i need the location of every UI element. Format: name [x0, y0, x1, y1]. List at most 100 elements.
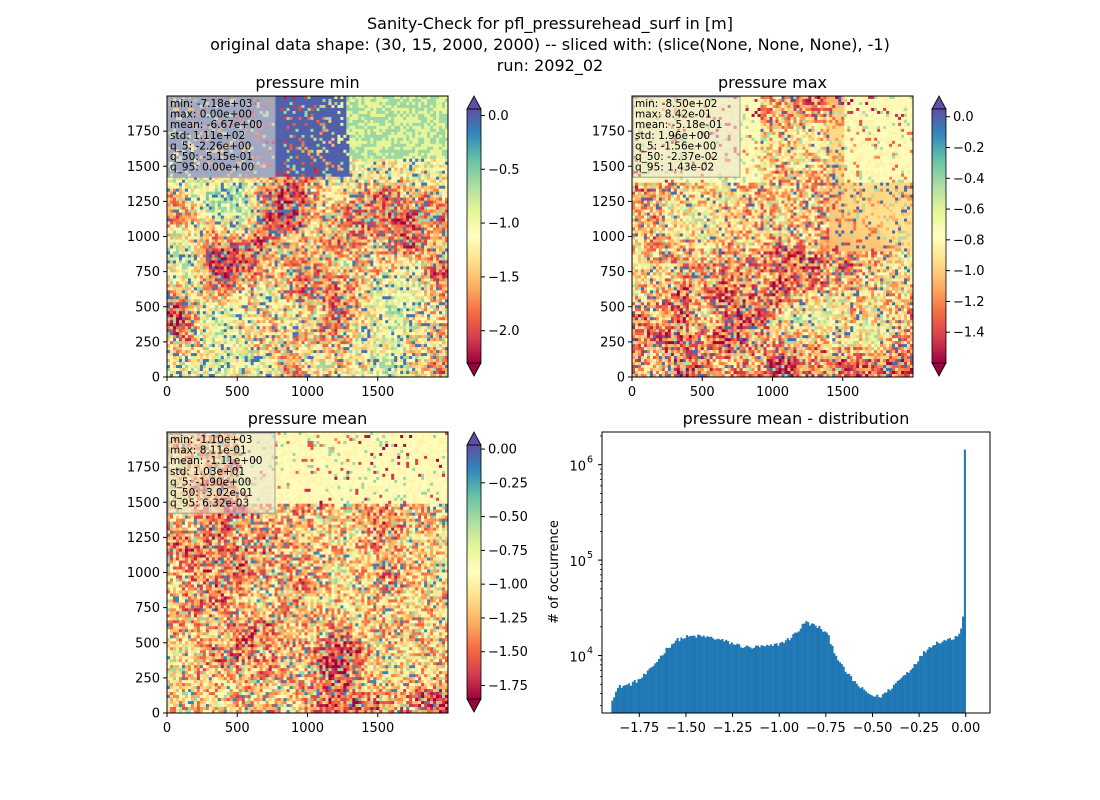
heatmap-cell	[379, 179, 383, 184]
heatmap-cell	[415, 113, 419, 118]
heatmap-cell	[406, 245, 410, 249]
heatmap-cell	[409, 143, 413, 148]
heatmap-cell	[295, 134, 299, 139]
heatmap-cell	[337, 185, 341, 190]
heatmap-cell	[370, 179, 374, 184]
heatmap-cell	[235, 227, 240, 231]
heatmap-cell	[199, 221, 204, 225]
heatmap-cell	[355, 173, 359, 178]
heatmap-cell	[346, 134, 350, 139]
heatmap-cell	[316, 221, 320, 225]
heatmap-cell	[268, 242, 272, 246]
heatmap-cell	[400, 164, 404, 169]
heatmap-cell	[403, 155, 407, 160]
heatmap-cell	[223, 215, 228, 219]
heatmap-cell	[427, 134, 431, 139]
heatmap-cell	[316, 140, 320, 145]
heatmap-cell	[367, 146, 371, 151]
heatmap-cell	[421, 233, 425, 237]
heatmap-cell	[361, 236, 365, 240]
heatmap-cell	[196, 212, 201, 216]
heatmap-cell	[376, 140, 380, 145]
heatmap-cell	[301, 212, 305, 216]
heatmap-cell	[445, 125, 448, 130]
heatmap-cell	[304, 218, 308, 222]
heatmap-cell	[430, 164, 434, 169]
heatmap-cell	[349, 221, 353, 225]
heatmap-cell	[196, 227, 201, 231]
heatmap-cell	[352, 185, 356, 190]
heatmap-cell	[370, 149, 374, 154]
heatmap-cell	[301, 179, 305, 184]
heatmap-cell	[433, 227, 437, 231]
heatmap-cell	[283, 188, 287, 193]
heatmap-cell	[439, 110, 443, 115]
heatmap-cell	[409, 230, 413, 234]
heatmap-cell	[286, 209, 290, 213]
heatmap-cell	[277, 179, 281, 184]
heatmap-cell	[331, 143, 335, 148]
heatmap-cell	[325, 230, 329, 234]
heatmap-cell	[382, 221, 386, 225]
heatmap-cell	[304, 221, 308, 225]
heatmap-cell	[346, 227, 350, 231]
heatmap-cell	[328, 194, 332, 198]
heatmap-cell	[373, 236, 377, 240]
heatmap-cell	[211, 203, 216, 207]
heatmap-cell	[256, 203, 261, 207]
heatmap-cell	[403, 233, 407, 237]
heatmap-cell	[367, 107, 371, 112]
heatmap-cell	[364, 173, 368, 178]
heatmap-cell	[418, 248, 422, 252]
heatmap-cell	[187, 245, 192, 249]
heatmap-cell	[172, 227, 177, 231]
heatmap-cell	[433, 131, 437, 136]
heatmap-cell	[235, 218, 240, 222]
heatmap-cell	[301, 245, 305, 249]
heatmap-cell	[397, 173, 401, 178]
heatmap-cell	[397, 104, 401, 109]
heatmap-cell	[196, 242, 201, 246]
heatmap-cell	[373, 107, 377, 112]
heatmap-cell	[439, 176, 443, 181]
heatmap-cell	[325, 110, 329, 115]
heatmap-cell	[304, 107, 308, 112]
heatmap-cell	[259, 218, 264, 222]
heatmap-cell	[256, 230, 261, 234]
heatmap-cell	[167, 203, 171, 207]
heatmap-cell	[292, 203, 296, 207]
heatmap-cell	[274, 137, 278, 142]
heatmap-cell	[298, 191, 302, 195]
heatmap-cell	[340, 149, 344, 154]
heatmap-cell	[421, 98, 425, 103]
heatmap-cell	[436, 248, 440, 252]
heatmap-cell	[439, 104, 443, 109]
heatmap-cell	[328, 164, 332, 169]
heatmap-cell	[367, 116, 371, 121]
heatmap-cell	[313, 116, 317, 121]
heatmap-cell	[220, 251, 225, 255]
heatmap-cell	[217, 200, 222, 204]
heatmap-cell	[409, 101, 413, 106]
heatmap-cell	[334, 98, 338, 103]
heatmap-cell	[262, 224, 266, 228]
heatmap-cell	[403, 230, 407, 234]
heatmap-cell	[358, 131, 362, 136]
heatmap-cell	[370, 131, 374, 136]
heatmap-cell	[430, 122, 434, 127]
heatmap-cell	[307, 173, 311, 178]
heatmap-cell	[316, 161, 320, 166]
heatmap-cell	[331, 167, 335, 172]
heatmap-cell	[214, 191, 219, 195]
heatmap-cell	[217, 209, 222, 213]
heatmap-cell	[271, 203, 275, 207]
heatmap-cell	[331, 131, 335, 136]
heatmap-cell	[400, 182, 404, 187]
heatmap-cell	[331, 107, 335, 112]
heatmap-cell	[367, 104, 371, 109]
heatmap-cell	[397, 221, 401, 225]
heatmap-cell	[220, 200, 225, 204]
heatmap-cell	[406, 122, 410, 127]
heatmap-cell	[334, 221, 338, 225]
